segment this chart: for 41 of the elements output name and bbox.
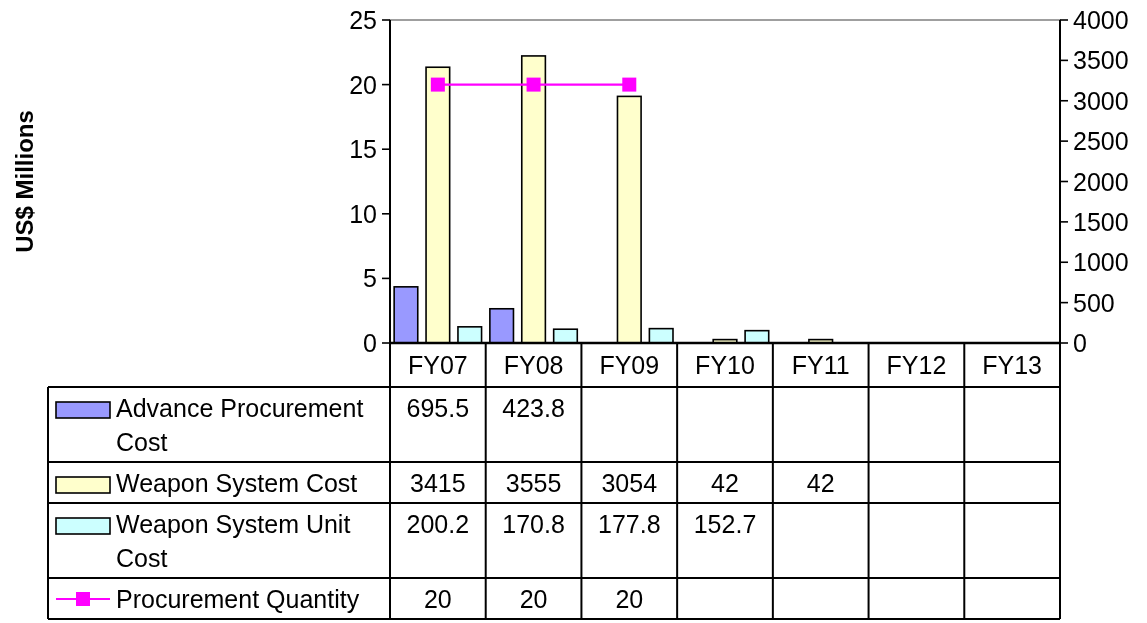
y-tick-label: 25	[349, 6, 377, 34]
y-tick-label: 20	[349, 70, 377, 99]
y2-tick-label: 0	[1073, 329, 1087, 357]
y2-tick-label: 4000	[1073, 6, 1129, 34]
x-tick-label: FY13	[982, 351, 1043, 379]
x-tick-label: FY11	[791, 351, 850, 379]
y2-tick-label: 1500	[1073, 207, 1129, 236]
data-label: 42	[711, 469, 739, 497]
data-label: 177.8	[598, 510, 661, 538]
y2-tick-label: 1000	[1073, 248, 1129, 277]
x-tick-label: FY09	[599, 351, 660, 379]
y-tick-label: 0	[363, 329, 377, 357]
data-label: 423.8	[502, 394, 565, 422]
legend-label: Weapon System Cost	[116, 469, 358, 497]
legend-label: Procurement Quantity	[116, 585, 360, 613]
legend-label: Advance Procurement Cost	[116, 394, 364, 456]
y2-tick-label: 3000	[1073, 86, 1129, 115]
y2-tick-label: 500	[1073, 288, 1115, 317]
text: US$ Millions	[11, 110, 38, 253]
y-tick-label: 10	[349, 199, 377, 228]
data-label: 695.5	[406, 394, 470, 422]
y2-tick-label: 2500	[1073, 127, 1129, 156]
data-label: 3555	[505, 469, 562, 497]
data-label: 20	[519, 585, 548, 613]
y2-tick-label: 3500	[1073, 46, 1129, 75]
x-tick-label: FY10	[695, 351, 755, 379]
x-tick-label: FY12	[886, 351, 947, 379]
legend-label: Weapon System Unit Cost	[116, 510, 351, 572]
data-label: 3415	[410, 469, 466, 497]
data-label: 3054	[601, 469, 658, 497]
data-label: 200.2	[406, 510, 470, 538]
x-tick-label: FY08	[503, 351, 564, 379]
y-tick-label: 5	[363, 264, 377, 293]
y-tick-label: 15	[349, 135, 377, 164]
data-label: 152.7	[693, 510, 757, 538]
data-label: 170.8	[502, 510, 565, 538]
data-label: 20	[615, 585, 644, 613]
y2-tick-label: 2000	[1073, 167, 1129, 196]
x-tick-label: FY07	[407, 351, 468, 379]
data-label: 42	[806, 469, 835, 497]
data-label: 20	[423, 585, 452, 613]
